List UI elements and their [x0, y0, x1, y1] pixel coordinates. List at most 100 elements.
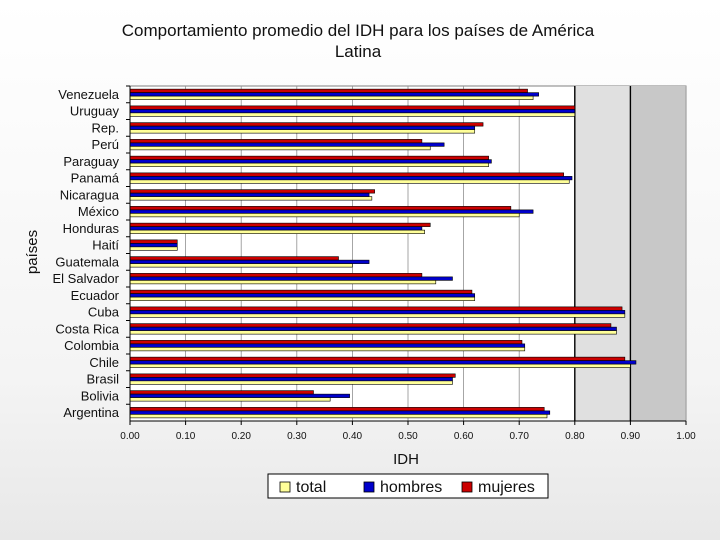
bar-total	[129, 196, 373, 201]
x-tick-label: 0.40	[343, 431, 363, 442]
bar-mujeres	[129, 306, 623, 311]
bar-total	[129, 246, 178, 251]
bar-total	[129, 280, 437, 285]
category-label: Guatemala	[55, 254, 119, 269]
category-label: Bolivia	[81, 388, 120, 403]
bar-mujeres	[129, 88, 528, 93]
bar-hombres	[129, 209, 534, 214]
bar-hombres	[129, 159, 492, 164]
x-tick-label: 0.10	[176, 431, 196, 442]
category-label: Cuba	[88, 305, 120, 320]
bar-hombres	[129, 243, 178, 248]
bar-hombres	[129, 293, 476, 298]
category-label: Costa Rica	[55, 321, 119, 336]
chart-title-line: Latina	[335, 42, 382, 61]
bar-mujeres	[129, 105, 576, 110]
bar-hombres	[129, 259, 370, 264]
legend-box	[267, 473, 549, 499]
bar-hombres	[129, 192, 370, 197]
chart-title-line: Comportamiento promedio del IDH para los…	[122, 21, 595, 40]
bar-total	[129, 229, 425, 234]
bar-total	[129, 146, 431, 151]
bar-mujeres	[129, 323, 612, 328]
bar-total	[129, 380, 453, 385]
category-label: Venezuela	[58, 87, 119, 102]
bar-mujeres	[129, 373, 456, 378]
chart-title: Comportamiento promedio del IDH para los…	[122, 21, 595, 61]
bar-mujeres	[129, 390, 314, 395]
legend-label-mujeres: mujeres	[478, 479, 535, 496]
category-label: Perú	[92, 137, 119, 152]
bar-mujeres	[129, 256, 339, 261]
bar-mujeres	[129, 340, 523, 345]
bar-hombres	[129, 343, 526, 348]
legend-swatch-total	[279, 481, 291, 493]
bar-total	[129, 347, 526, 352]
category-label: Haití	[92, 238, 119, 253]
x-tick-label: 0.00	[120, 431, 140, 442]
legend-label-hombres: hombres	[380, 479, 442, 496]
category-label: Chile	[89, 355, 119, 370]
bar-mujeres	[129, 407, 545, 412]
bar-mujeres	[129, 189, 375, 194]
bar-total	[129, 129, 476, 134]
plot-band	[574, 86, 631, 421]
category-label: El Salvador	[53, 271, 120, 286]
bars	[129, 88, 637, 419]
bar-hombres	[129, 410, 551, 415]
x-tick-label: 0.70	[509, 431, 529, 442]
bar-total	[129, 296, 476, 301]
category-label: Rep.	[92, 120, 119, 135]
category-label: Panamá	[71, 171, 120, 186]
plot-band	[630, 86, 686, 421]
category-label: Uruguay	[70, 104, 120, 119]
bar-mujeres	[129, 273, 423, 278]
bar-total	[129, 213, 520, 218]
bar-mujeres	[129, 289, 473, 294]
x-axis-title: IDH	[393, 451, 419, 468]
legend: total hombres mujeres	[267, 473, 549, 499]
bar-mujeres	[129, 206, 512, 211]
bar-total	[129, 112, 576, 117]
bar-total	[129, 263, 353, 268]
x-tick-label: 0.50	[398, 431, 418, 442]
bar-mujeres	[129, 356, 626, 361]
bar-hombres	[129, 377, 453, 382]
bar-total	[129, 330, 617, 335]
x-axis: 0.00 0.10 0.20 0.30 0.40 0.50 0.60 0.70 0.80 0.90…	[120, 420, 696, 442]
bar-mujeres	[129, 222, 431, 227]
bar-total	[129, 162, 489, 167]
legend-swatch-mujeres	[461, 481, 473, 493]
bar-total	[129, 179, 570, 184]
x-tick-label: 1.00	[676, 431, 696, 442]
bar-mujeres	[129, 122, 484, 127]
bar-total	[129, 363, 631, 368]
x-tick-label: 0.30	[287, 431, 307, 442]
bar-hombres	[129, 226, 423, 231]
bar-total	[129, 397, 331, 402]
bar-mujeres	[129, 172, 564, 177]
bar-hombres	[129, 360, 637, 365]
bar-hombres	[129, 109, 576, 114]
bar-mujeres	[129, 139, 423, 144]
bar-hombres	[129, 393, 350, 398]
bar-hombres	[129, 125, 476, 130]
bar-hombres	[129, 176, 573, 181]
y-axis-title: países	[24, 230, 41, 274]
category-label: Colombia	[64, 338, 120, 353]
category-label: México	[78, 204, 119, 219]
x-tick-label: 0.60	[454, 431, 474, 442]
category-label: Argentina	[63, 405, 119, 420]
bar-mujeres	[129, 239, 178, 244]
x-tick-label: 0.20	[231, 431, 251, 442]
bar-hombres	[129, 276, 453, 281]
bar-hombres	[129, 310, 626, 315]
x-tick-label: 0.90	[621, 431, 641, 442]
bar-total	[129, 313, 626, 318]
bar-mujeres	[129, 155, 489, 160]
bar-hombres	[129, 326, 617, 331]
bar-hombres	[129, 92, 539, 97]
category-label: Ecuador	[71, 288, 120, 303]
category-label: Nicaragua	[60, 187, 120, 202]
